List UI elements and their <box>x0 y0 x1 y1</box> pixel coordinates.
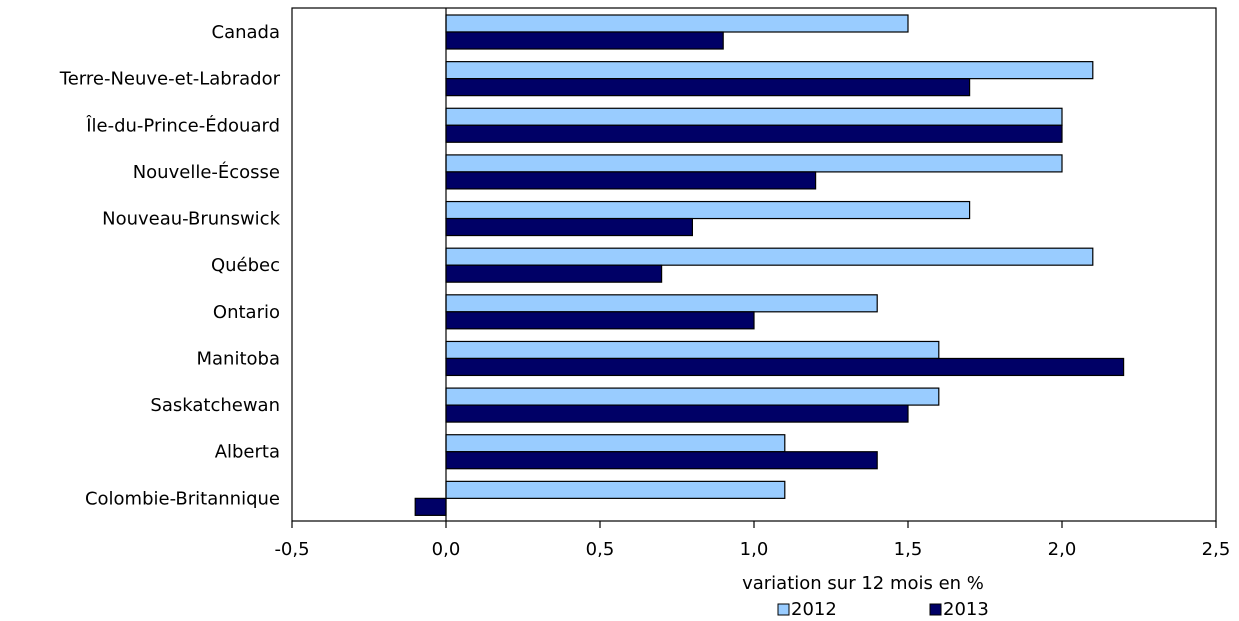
x-tick-label: 0,5 <box>586 539 615 560</box>
bars <box>415 15 1123 515</box>
legend-swatch-2012 <box>778 604 789 615</box>
category-label: Alberta <box>215 442 280 463</box>
category-label: Nouvelle-Écosse <box>133 161 280 183</box>
bar-2013-1 <box>446 32 723 49</box>
x-tick-label: 2,5 <box>1202 539 1231 560</box>
category-label: Canada <box>212 22 281 43</box>
legend-label-2013: 2013 <box>943 599 989 620</box>
x-axis-title: variation sur 12 mois en % <box>742 573 984 594</box>
bar-2012-10 <box>446 435 785 452</box>
category-label: Île-du-Prince-Édouard <box>85 114 280 136</box>
bar-2013-8 <box>446 358 1124 375</box>
x-tick-label: 2,0 <box>1048 539 1077 560</box>
category-label: Terre-Neuve-et-Labrador <box>59 69 281 90</box>
bar-2013-6 <box>446 265 662 282</box>
bar-2012-2 <box>446 62 1093 79</box>
category-labels: Canada Terre-Neuve-et-Labrador Île-du-Prin… <box>59 22 281 509</box>
x-tick-label: 0,0 <box>432 539 461 560</box>
bar-2012-3 <box>446 108 1062 125</box>
x-tick-label: 1,0 <box>740 539 769 560</box>
bar-2013-5 <box>446 219 692 236</box>
bar-2012-8 <box>446 341 939 358</box>
x-tick-label: -0,5 <box>274 539 309 560</box>
category-label: Nouveau-Brunswick <box>102 209 280 230</box>
bar-2012-9 <box>446 388 939 405</box>
category-label: Saskatchewan <box>150 395 280 416</box>
legend-swatch-2013 <box>930 604 941 615</box>
category-label: Ontario <box>213 302 280 323</box>
bar-2013-11 <box>415 498 446 515</box>
bar-2013-4 <box>446 172 816 189</box>
bar-2012-7 <box>446 295 877 312</box>
bar-2013-10 <box>446 452 877 469</box>
bar-2012-6 <box>446 248 1093 265</box>
bar-2012-11 <box>446 481 785 498</box>
legend-label-2012: 2012 <box>791 599 837 620</box>
bar-2012-4 <box>446 155 1062 172</box>
x-tick-label: 1,5 <box>894 539 923 560</box>
category-label: Colombie-Britannique <box>85 488 280 509</box>
bar-2013-9 <box>446 405 908 422</box>
legend: 2012 2013 <box>778 599 989 620</box>
bar-2012-5 <box>446 202 970 219</box>
bar-2012-1 <box>446 15 908 32</box>
bar-2013-2 <box>446 79 970 96</box>
category-label: Manitoba <box>197 348 281 369</box>
bar-2013-3 <box>446 125 1062 142</box>
bar-2013-7 <box>446 312 754 329</box>
x-axis-ticks: -0,5 0,0 0,5 1,0 1,5 2,0 2,5 <box>274 521 1230 560</box>
category-label: Québec <box>211 255 280 276</box>
